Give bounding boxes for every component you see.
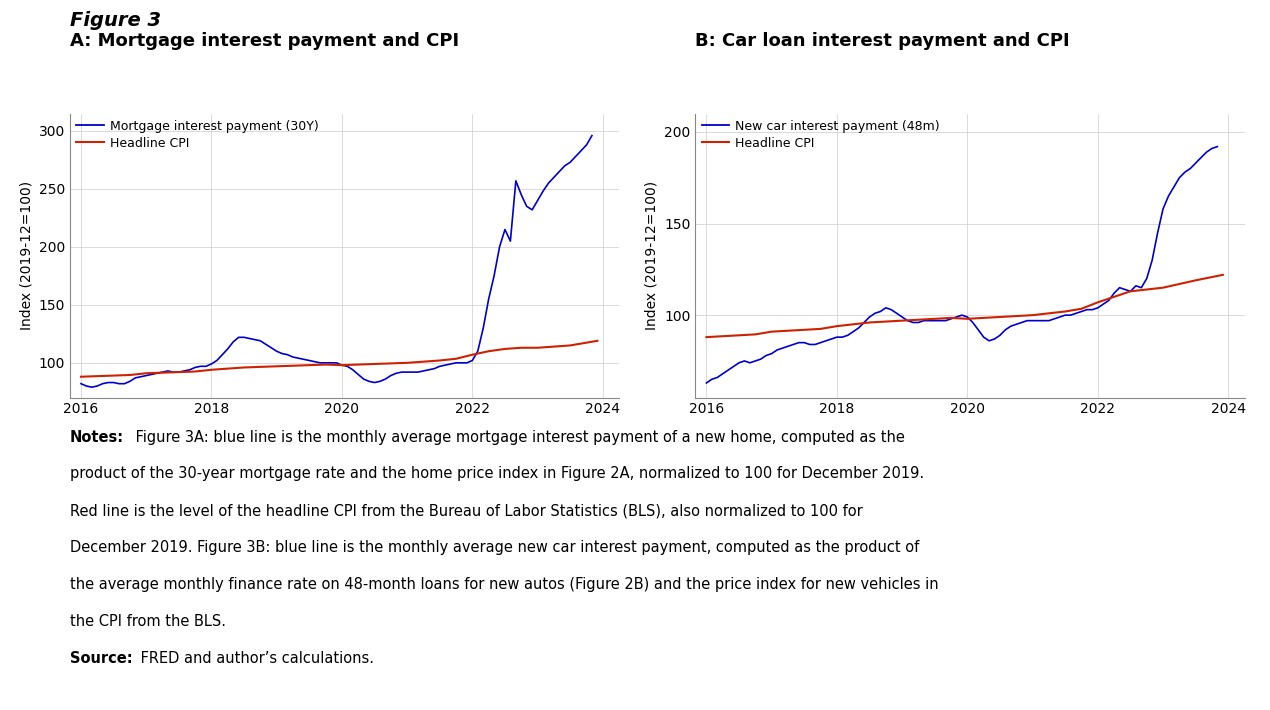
Text: Notes:: Notes: (70, 430, 124, 444)
Text: FRED and author’s calculations.: FRED and author’s calculations. (136, 651, 373, 666)
Legend: Mortgage interest payment (30Y), Headline CPI: Mortgage interest payment (30Y), Headlin… (76, 120, 319, 150)
Text: the average monthly finance rate on 48-month loans for new autos (Figure 2B) and: the average monthly finance rate on 48-m… (70, 577, 939, 592)
Y-axis label: Index (2019-12=100): Index (2019-12=100) (645, 181, 659, 330)
Text: product of the 30-year mortgage rate and the home price index in Figure 2A, norm: product of the 30-year mortgage rate and… (70, 466, 925, 481)
Legend: New car interest payment (48m), Headline CPI: New car interest payment (48m), Headline… (701, 120, 940, 150)
Text: December 2019. Figure 3B: blue line is the monthly average new car interest paym: December 2019. Figure 3B: blue line is t… (70, 540, 919, 555)
Text: Source:: Source: (70, 651, 132, 666)
Text: Figure 3: Figure 3 (70, 11, 161, 30)
Text: B: Car loan interest payment and CPI: B: Car loan interest payment and CPI (696, 32, 1069, 50)
Y-axis label: Index (2019-12=100): Index (2019-12=100) (19, 181, 33, 330)
Text: the CPI from the BLS.: the CPI from the BLS. (70, 614, 226, 629)
Text: Red line is the level of the headline CPI from the Bureau of Labor Statistics (B: Red line is the level of the headline CP… (70, 503, 862, 518)
Text: A: Mortgage interest payment and CPI: A: Mortgage interest payment and CPI (70, 32, 458, 50)
Text: Figure 3A: blue line is the monthly average mortgage interest payment of a new h: Figure 3A: blue line is the monthly aver… (131, 430, 904, 444)
